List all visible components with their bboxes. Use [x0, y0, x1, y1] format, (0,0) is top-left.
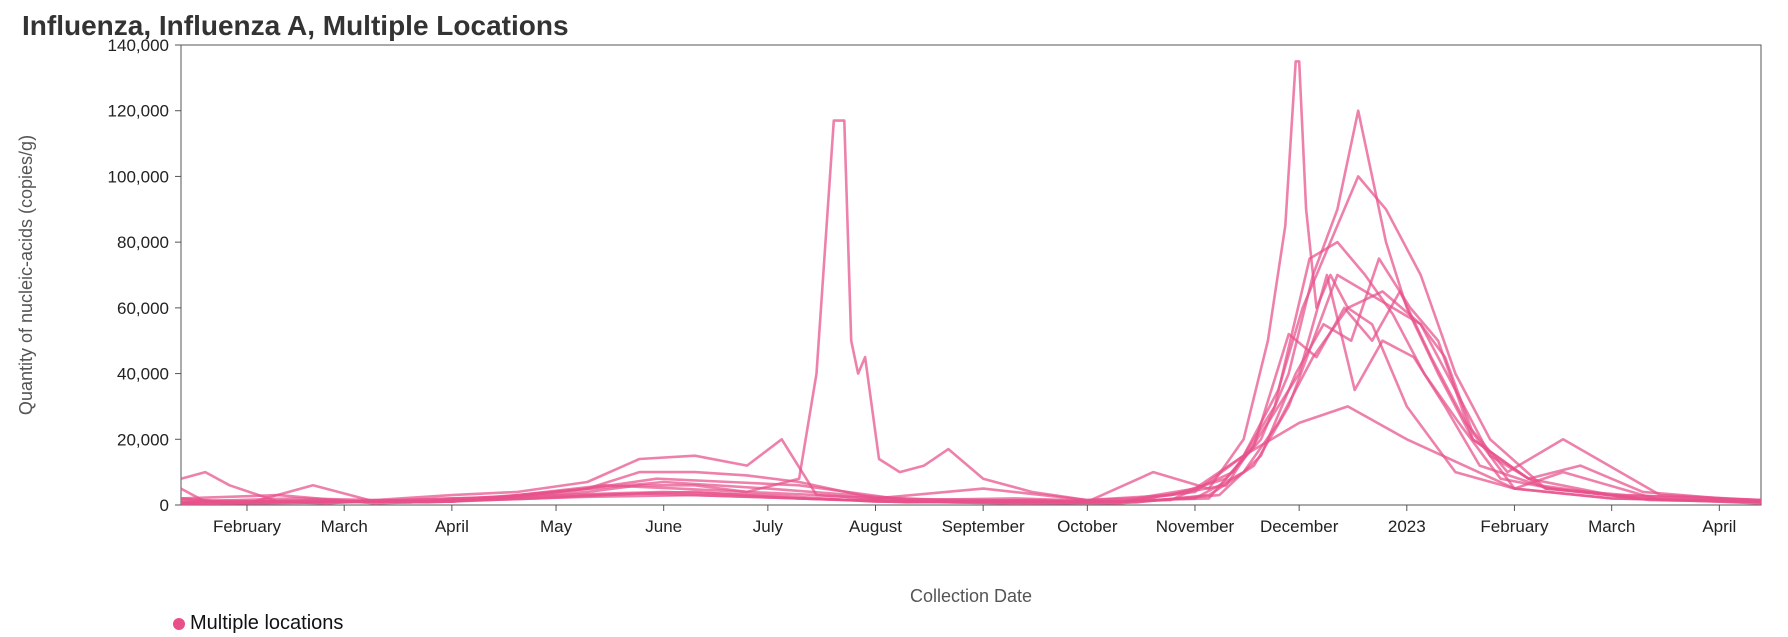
x-tick-label: May: [540, 517, 573, 536]
x-tick-label: February: [213, 517, 282, 536]
x-axis: February March April May June July August Septe…: [213, 505, 1736, 536]
x-tick-label: December: [1260, 517, 1339, 536]
chart-title: Influenza, Influenza A, Multiple Locatio…: [22, 10, 569, 41]
y-axis-label: Quantity of nucleic-acids (copies/g): [16, 135, 36, 415]
x-tick-label: September: [942, 517, 1025, 536]
x-tick-label: June: [645, 517, 682, 536]
y-tick-label: 20,000: [117, 430, 169, 449]
plot-area: [180, 44, 1762, 506]
x-tick-label: April: [1702, 517, 1736, 536]
series-line-7: [180, 257, 1762, 506]
x-tick-label: February: [1480, 517, 1549, 536]
x-tick-label: October: [1057, 517, 1118, 536]
legend: Multiple locations: [173, 612, 343, 635]
y-axis: 0 20,000 40,000 60,000 80,000 100,000 120,000 1…: [108, 36, 181, 515]
series-group: [180, 60, 1762, 506]
y-tick-label: 80,000: [117, 233, 169, 252]
y-tick-label: 140,000: [108, 36, 169, 55]
series-line-8: [180, 290, 1762, 504]
legend-marker: [173, 617, 185, 630]
x-tick-label: 2023: [1388, 517, 1426, 536]
x-tick-label: March: [321, 517, 368, 536]
y-tick-label: 0: [160, 496, 169, 515]
y-tick-label: 100,000: [108, 167, 169, 186]
y-tick-label: 40,000: [117, 365, 169, 384]
x-tick-label: August: [849, 517, 902, 536]
x-tick-label: April: [435, 517, 469, 536]
x-axis-label: Collection Date: [910, 586, 1032, 606]
series-line-10: [180, 240, 1762, 505]
x-tick-label: November: [1156, 517, 1235, 536]
legend-label: Multiple locations: [190, 612, 344, 634]
y-tick-label: 60,000: [117, 299, 169, 318]
x-tick-label: March: [1588, 517, 1635, 536]
x-tick-label: July: [753, 517, 784, 536]
y-tick-label: 120,000: [108, 102, 169, 121]
